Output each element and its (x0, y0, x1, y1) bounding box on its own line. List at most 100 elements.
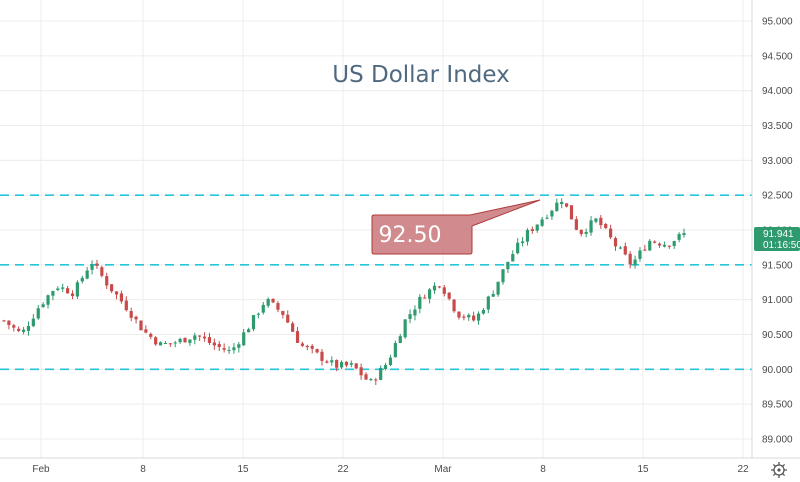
candle-body (408, 314, 412, 319)
candle-body (242, 332, 246, 346)
x-tick-label: 15 (637, 464, 649, 475)
y-tick-label: 94.000 (762, 86, 793, 97)
candle-body (403, 319, 407, 338)
candle-body (398, 336, 402, 344)
candle-body (388, 357, 393, 366)
candle-body (188, 339, 192, 343)
candle-body (491, 294, 495, 297)
y-tick-label: 90.500 (762, 330, 793, 341)
candle-body (232, 347, 236, 351)
candle-body (31, 318, 35, 327)
candle-body (168, 343, 172, 345)
candle-body (344, 361, 349, 366)
candle-body (95, 263, 99, 266)
candle-body (613, 238, 618, 247)
candle-body (222, 348, 226, 350)
candle-body (604, 224, 608, 229)
candle-body (7, 320, 11, 325)
candle-body (256, 313, 260, 315)
candle-body (476, 313, 481, 321)
candle-body (227, 349, 231, 351)
candle-body (452, 299, 456, 312)
candle-body (584, 232, 588, 234)
candle-body (486, 296, 490, 310)
candle-body (173, 342, 177, 344)
candle-body (271, 298, 275, 303)
candle-body (85, 270, 89, 279)
candles (2, 198, 686, 386)
x-tick-label: Feb (32, 464, 50, 475)
candle-body (599, 217, 603, 226)
candle-body (618, 247, 623, 249)
time-axis: Feb 8 15 22 Mar 8 15 22 (0, 457, 800, 475)
candle-body (550, 210, 554, 217)
y-tick-label: 90.000 (762, 365, 793, 376)
candle-body (105, 276, 109, 286)
candle-body (560, 201, 564, 205)
candle-body (56, 288, 60, 290)
candle-body (320, 351, 324, 361)
last-price-tag: 91.941 01:16:50 (754, 227, 800, 251)
candle-body (134, 316, 138, 320)
gear-icon[interactable] (771, 462, 787, 478)
candle-body (383, 365, 388, 369)
candle-body (530, 229, 534, 231)
candle-body (682, 233, 686, 236)
candle-body (315, 349, 319, 353)
candle-body (144, 329, 148, 333)
candle-body (374, 379, 378, 381)
candle-body (217, 344, 221, 347)
candle-body (501, 269, 505, 283)
last-price-bg (754, 227, 800, 251)
candle-body (330, 360, 334, 363)
candle-body (286, 314, 290, 323)
candle-body (202, 336, 207, 339)
candle-body (354, 363, 358, 369)
last-price-time: 01:16:50 (763, 240, 800, 251)
candle-body (423, 297, 427, 299)
candle-body (462, 316, 466, 318)
candle-body (26, 325, 31, 331)
candle-body (193, 335, 197, 340)
candle-body (393, 342, 397, 358)
chart-title: US Dollar Index (332, 62, 510, 88)
x-tick-label: 22 (337, 464, 349, 475)
candle-body (535, 224, 539, 231)
candle-body (672, 241, 676, 246)
candle-body (2, 320, 6, 322)
candle-body (247, 329, 251, 333)
candle-body (281, 311, 285, 315)
candle-body (198, 335, 202, 337)
candle-body (579, 229, 583, 235)
candle-body (628, 253, 632, 265)
x-tick-label: 22 (737, 464, 749, 475)
candle-body (359, 367, 363, 376)
candle-body (657, 243, 662, 246)
candle-body (80, 277, 84, 282)
candle-body (667, 245, 671, 247)
candle-body (496, 281, 500, 295)
candle-body (325, 361, 329, 363)
candle-body (310, 345, 314, 349)
candle-body (437, 286, 441, 288)
candle-body (154, 337, 158, 345)
candle-body (677, 234, 681, 240)
candle-body (251, 315, 256, 330)
candle-body (295, 331, 300, 343)
candle-body (442, 287, 446, 294)
candle-body (163, 343, 168, 345)
candle-body (305, 345, 309, 348)
candle-body (129, 311, 133, 318)
candle-body (75, 282, 79, 297)
candle-body (481, 310, 486, 314)
candle-body (139, 320, 143, 331)
candle-body (413, 309, 417, 316)
candle-body (17, 328, 21, 331)
candle-body (300, 343, 305, 346)
y-tick-label: 91.000 (762, 295, 793, 306)
candle-body (428, 289, 432, 299)
x-tick-label: 8 (540, 464, 546, 475)
candle-body (540, 219, 544, 226)
horizontal-levels (0, 194, 752, 371)
